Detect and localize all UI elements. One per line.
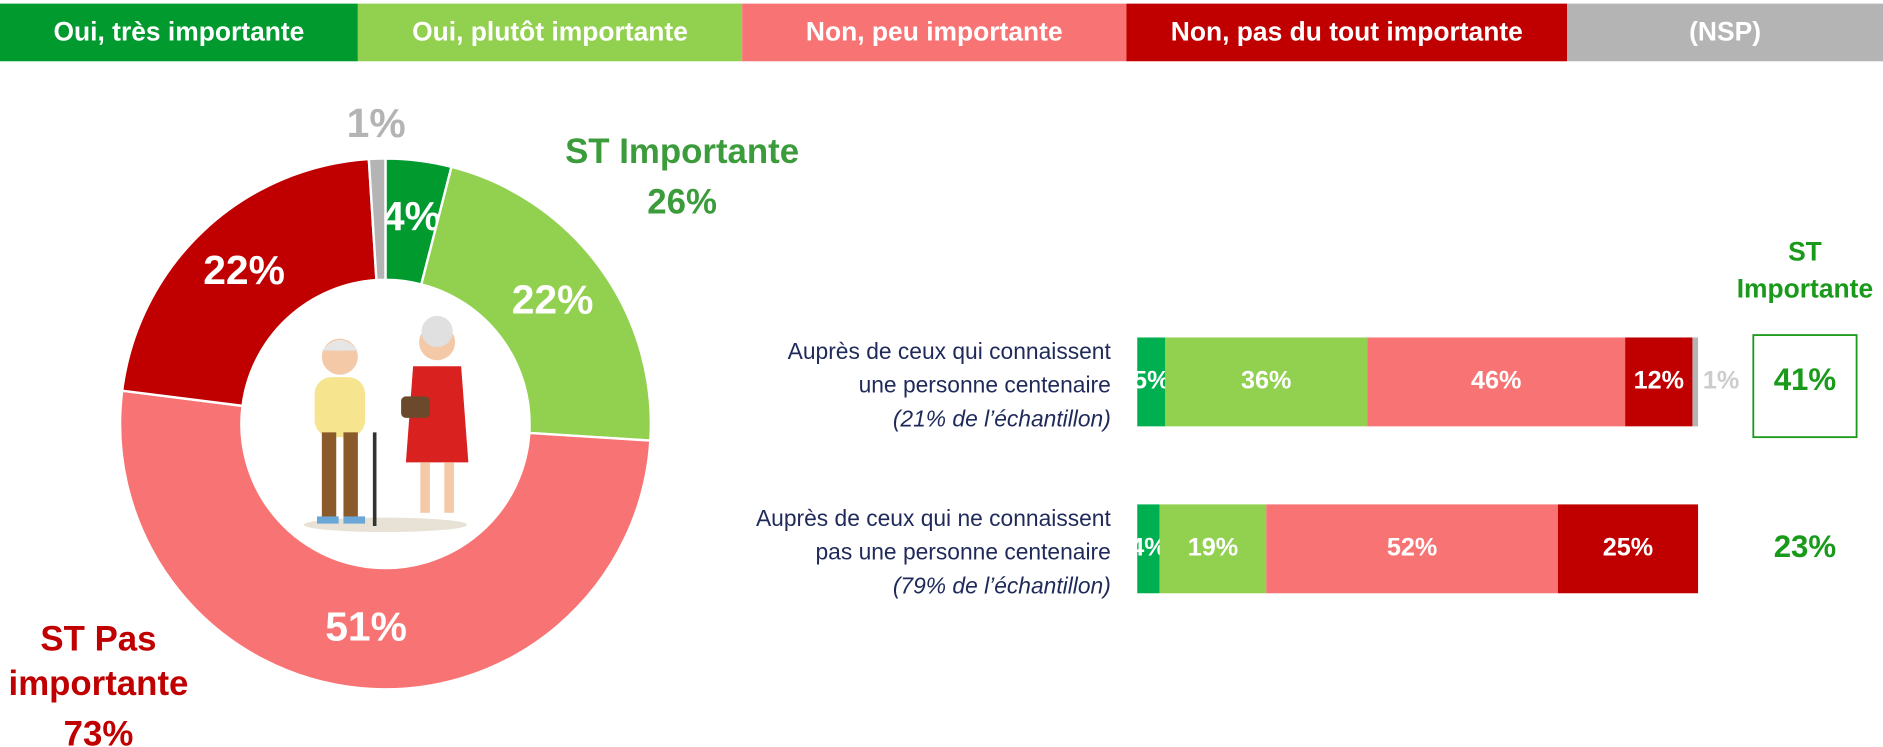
bar-segment bbox=[1692, 337, 1699, 427]
illustration bbox=[303, 315, 469, 533]
legend-label: Non, pas du tout importante bbox=[1171, 17, 1523, 47]
slice-label: 4% bbox=[382, 193, 441, 239]
bar-segment bbox=[1165, 337, 1368, 427]
category-note: (79% de l’échantillon) bbox=[893, 572, 1111, 598]
total-box bbox=[1752, 334, 1858, 439]
category-label: une personne centenaire bbox=[859, 372, 1111, 398]
slice-label: 1% bbox=[347, 100, 406, 146]
category-label: Auprès de ceux qui connaissent bbox=[788, 338, 1112, 364]
total-value: 41% bbox=[1774, 362, 1836, 397]
slice-label: 22% bbox=[203, 247, 285, 293]
donut-slice bbox=[367, 157, 387, 282]
bar-segment bbox=[1159, 504, 1267, 594]
category-label: pas une personne centenaire bbox=[815, 539, 1110, 565]
legend-swatch bbox=[1126, 3, 1568, 62]
donut-slice bbox=[118, 389, 652, 691]
bar-value-label: 52% bbox=[1387, 533, 1437, 561]
total-title: ST bbox=[1788, 236, 1822, 266]
legend-swatch bbox=[742, 3, 1127, 62]
total-title: Importante bbox=[1737, 274, 1873, 304]
summary-label: ST Pas bbox=[40, 620, 156, 659]
bar-value-label: 5% bbox=[1133, 367, 1169, 395]
bar-segment bbox=[1266, 504, 1558, 594]
bar-segment bbox=[1137, 504, 1160, 594]
bar-segment bbox=[1367, 337, 1626, 427]
bar-value-label: 36% bbox=[1241, 367, 1291, 395]
summary-value: 73% bbox=[64, 714, 134, 747]
legend-swatch bbox=[0, 3, 358, 62]
legend-label: Non, peu importante bbox=[806, 17, 1063, 47]
bar-value-label: 46% bbox=[1471, 367, 1521, 395]
bar-segment bbox=[1625, 337, 1693, 427]
bar-value-label: 19% bbox=[1188, 533, 1238, 561]
legend-swatch bbox=[357, 3, 743, 62]
category-note: (21% de l’échantillon) bbox=[893, 405, 1111, 431]
legend-swatch bbox=[1567, 3, 1883, 62]
bar-segment bbox=[1137, 337, 1166, 427]
bar-segment bbox=[1557, 504, 1699, 594]
donut-slice bbox=[120, 157, 378, 408]
slice-label: 51% bbox=[325, 603, 407, 649]
legend-label: Oui, très importante bbox=[53, 17, 304, 47]
summary-label: ST Importante bbox=[565, 132, 799, 171]
slice-label: 22% bbox=[512, 276, 594, 322]
bar-value-label: 25% bbox=[1603, 533, 1653, 561]
total-value: 23% bbox=[1774, 529, 1836, 564]
category-label: Auprès de ceux qui ne connaissent bbox=[756, 505, 1112, 531]
donut-slice bbox=[419, 165, 653, 442]
legend-label: Oui, plutôt importante bbox=[412, 17, 688, 47]
legend-label: (NSP) bbox=[1689, 17, 1761, 47]
summary-value: 26% bbox=[647, 182, 717, 221]
bar-value-label: 1% bbox=[1703, 367, 1739, 395]
summary-label: importante bbox=[9, 664, 189, 703]
bar-value-label: 12% bbox=[1634, 367, 1684, 395]
